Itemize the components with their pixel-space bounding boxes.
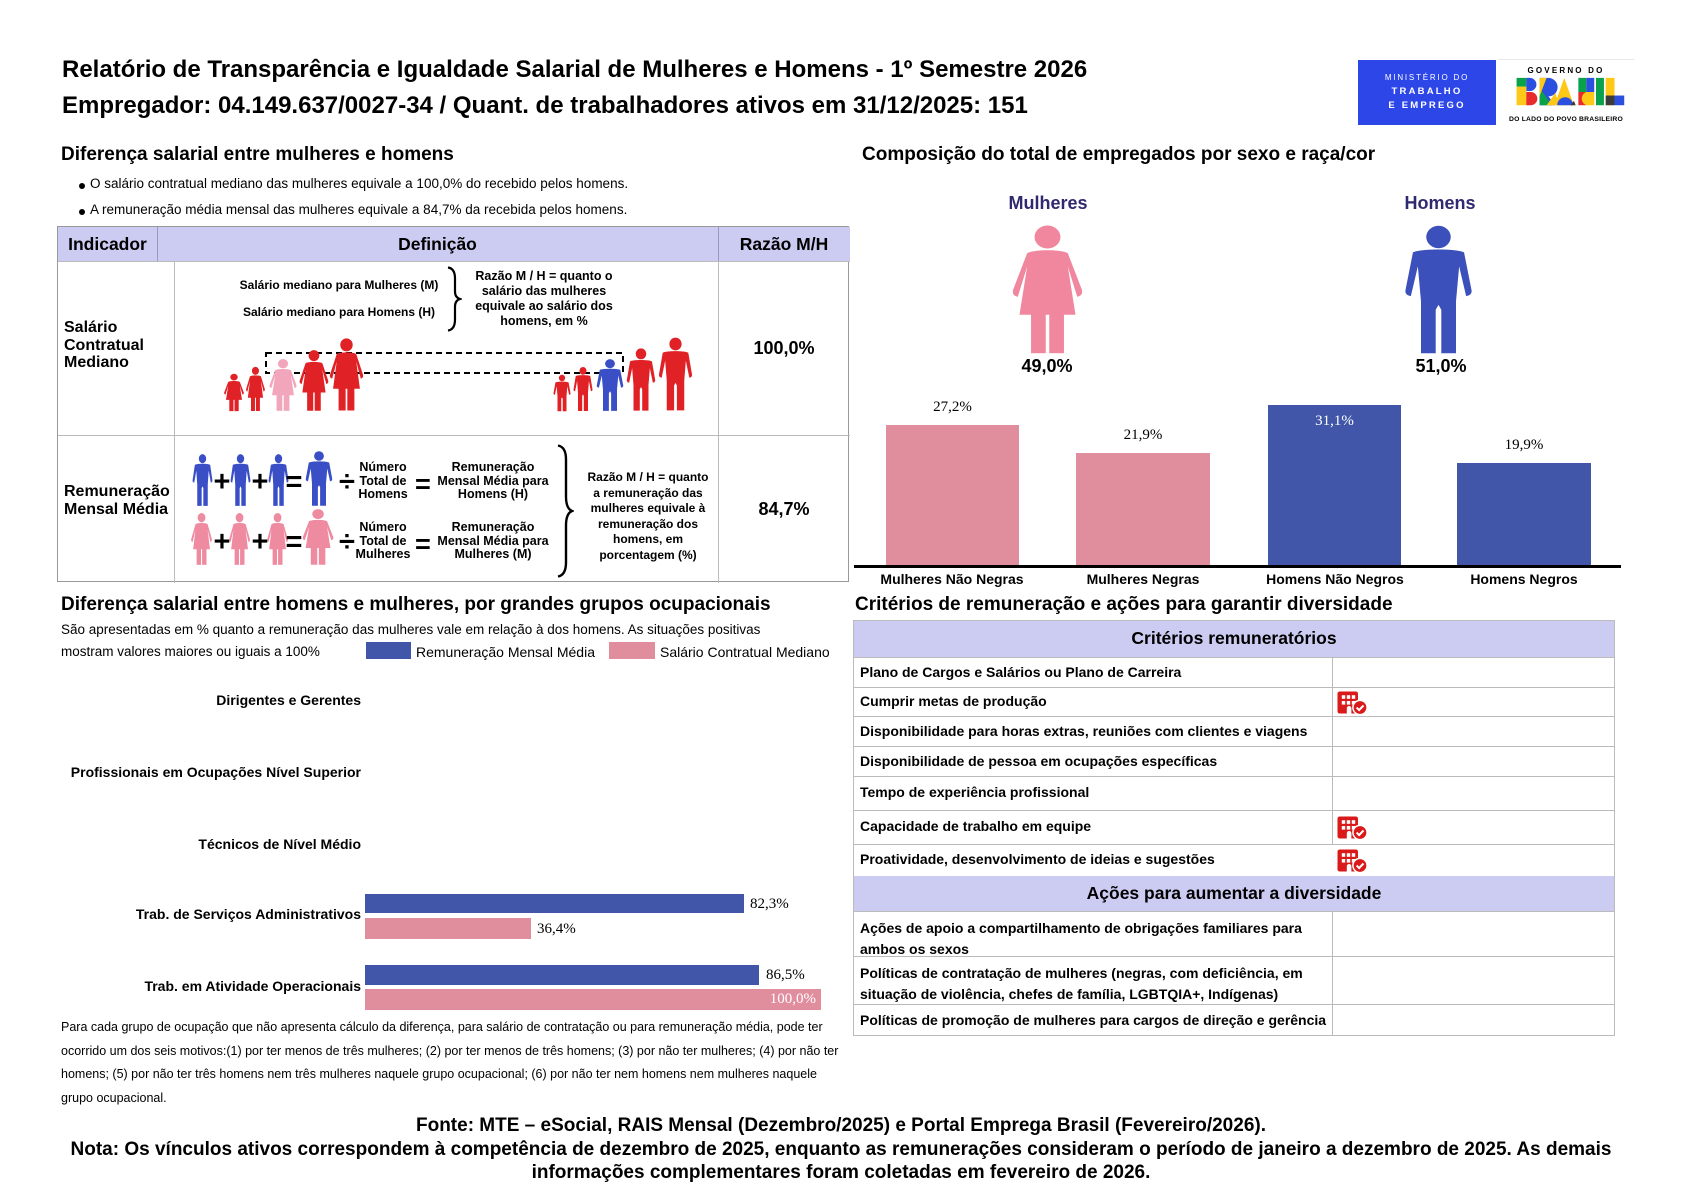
svg-text:÷: ÷ (339, 466, 355, 498)
svg-text:=: = (286, 466, 303, 498)
svg-text:÷: ÷ (339, 526, 355, 558)
svg-text:+: + (252, 466, 269, 498)
svg-text:+: + (214, 466, 231, 498)
svg-text:+: + (252, 526, 269, 558)
svg-text:=: = (286, 526, 303, 558)
svg-text:+: + (214, 526, 231, 558)
